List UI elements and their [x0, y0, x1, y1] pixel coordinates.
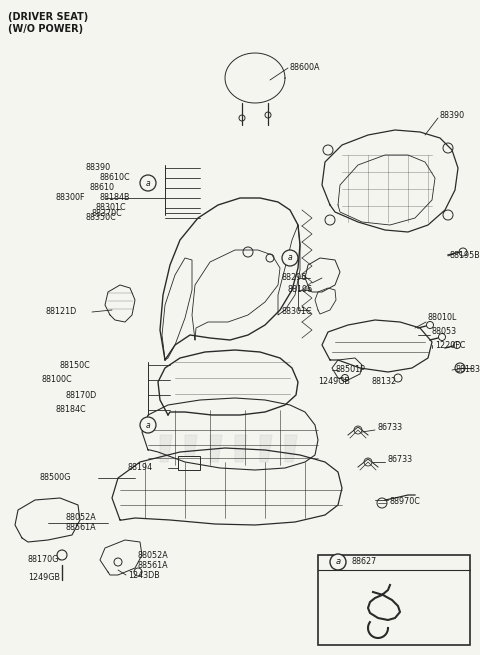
Circle shape — [323, 145, 333, 155]
Text: 88052A: 88052A — [138, 550, 169, 559]
Text: 88501P: 88501P — [335, 365, 365, 375]
Circle shape — [459, 248, 467, 256]
Text: a: a — [288, 253, 292, 263]
Circle shape — [394, 374, 402, 382]
Circle shape — [439, 333, 445, 341]
Text: 88500G: 88500G — [40, 474, 72, 483]
Text: 88170G: 88170G — [28, 555, 60, 565]
Circle shape — [282, 250, 298, 266]
Bar — [178, 456, 200, 470]
Polygon shape — [160, 435, 172, 462]
Text: 88132: 88132 — [372, 377, 397, 386]
Polygon shape — [210, 435, 222, 462]
Circle shape — [265, 112, 271, 118]
Text: a: a — [146, 179, 150, 187]
Text: 88301C: 88301C — [95, 204, 126, 212]
Circle shape — [443, 210, 453, 220]
Text: 88183B: 88183B — [455, 365, 480, 375]
Text: 88195B: 88195B — [450, 252, 480, 261]
Circle shape — [266, 254, 274, 262]
Text: 88184C: 88184C — [55, 405, 85, 415]
Text: 88610C: 88610C — [100, 174, 131, 183]
Text: 88627: 88627 — [352, 557, 377, 567]
Text: a: a — [146, 421, 150, 430]
Circle shape — [454, 341, 460, 348]
Text: 88301C: 88301C — [282, 307, 312, 316]
Polygon shape — [260, 435, 272, 462]
FancyBboxPatch shape — [318, 555, 470, 645]
Text: 88053: 88053 — [432, 328, 457, 337]
Text: 88010L: 88010L — [428, 314, 457, 322]
Text: 86733: 86733 — [378, 424, 403, 432]
Text: 88370C: 88370C — [92, 208, 123, 217]
Circle shape — [140, 417, 156, 433]
Text: 88390: 88390 — [85, 164, 110, 172]
Text: 88561A: 88561A — [138, 561, 168, 569]
Text: 88350C: 88350C — [85, 214, 116, 223]
Text: (W/O POWER): (W/O POWER) — [8, 24, 83, 34]
Text: 86733: 86733 — [388, 455, 413, 464]
Text: (DRIVER SEAT): (DRIVER SEAT) — [8, 12, 88, 22]
Circle shape — [341, 375, 348, 381]
Text: 88170D: 88170D — [65, 390, 96, 400]
Circle shape — [377, 498, 387, 508]
Polygon shape — [285, 435, 297, 462]
Circle shape — [330, 554, 346, 570]
Text: 88300F: 88300F — [55, 193, 84, 202]
Text: 88194: 88194 — [128, 464, 153, 472]
Circle shape — [140, 175, 156, 191]
Polygon shape — [185, 435, 197, 462]
Circle shape — [134, 568, 142, 576]
Polygon shape — [235, 435, 247, 462]
Circle shape — [57, 550, 67, 560]
Circle shape — [455, 363, 465, 373]
Circle shape — [364, 458, 372, 466]
Text: 88196: 88196 — [288, 286, 313, 295]
Text: 1220FC: 1220FC — [435, 341, 466, 350]
Circle shape — [354, 426, 362, 434]
Text: 88184B: 88184B — [100, 193, 131, 202]
Text: 88610: 88610 — [90, 183, 115, 193]
Text: 88150C: 88150C — [60, 360, 91, 369]
Circle shape — [427, 322, 433, 329]
Circle shape — [243, 247, 253, 257]
Text: 88600A: 88600A — [290, 64, 321, 73]
Text: 88970C: 88970C — [390, 498, 421, 506]
Text: 88296: 88296 — [282, 274, 307, 282]
Circle shape — [239, 115, 245, 121]
Circle shape — [114, 558, 122, 566]
Circle shape — [443, 143, 453, 153]
Text: 1249GB: 1249GB — [28, 574, 60, 582]
Text: 1243DB: 1243DB — [128, 571, 160, 580]
Text: 88390: 88390 — [440, 111, 465, 119]
Text: 1249GB: 1249GB — [318, 377, 350, 386]
Text: 88100C: 88100C — [42, 375, 72, 384]
Text: 88052A: 88052A — [65, 514, 96, 523]
Text: a: a — [336, 557, 341, 567]
Text: 88121D: 88121D — [45, 307, 76, 316]
Text: 88561A: 88561A — [65, 523, 96, 533]
Circle shape — [325, 215, 335, 225]
